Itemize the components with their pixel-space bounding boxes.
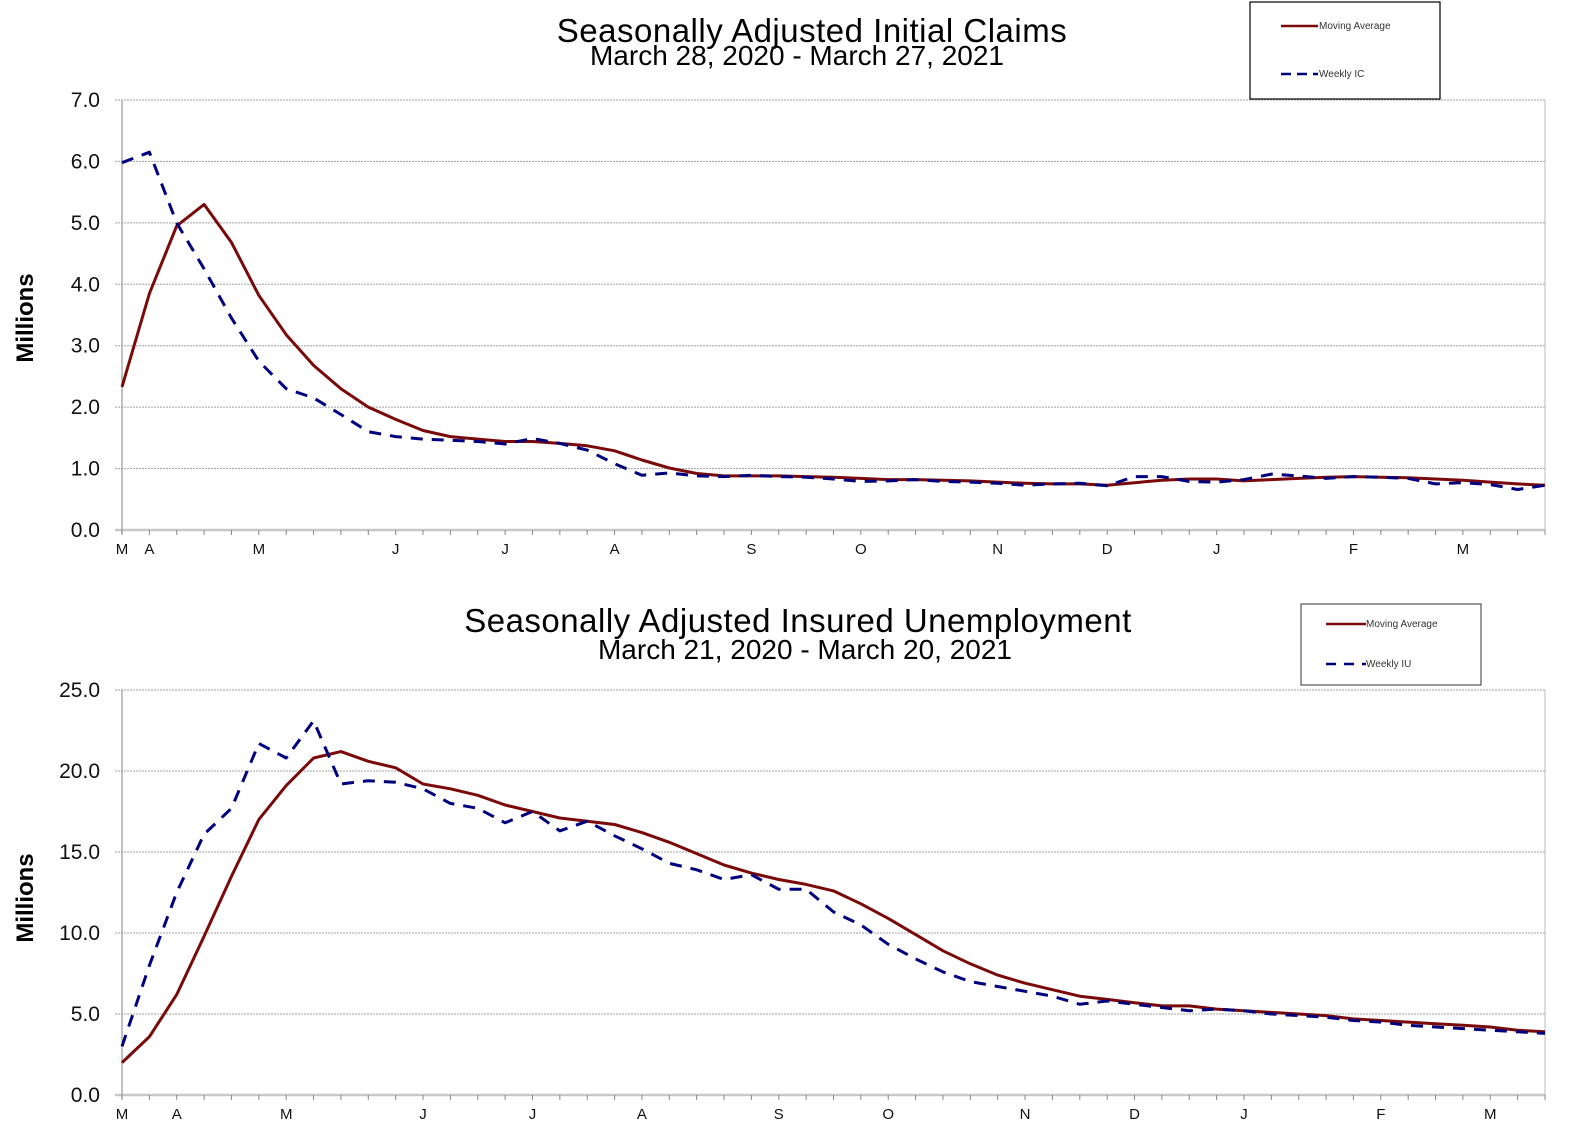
c2-xtick-label: J bbox=[419, 1106, 427, 1123]
c1-xtick-label: A bbox=[610, 541, 620, 558]
c2-ytick-label: 5.0 bbox=[71, 1003, 100, 1026]
initial-claims-chart: Seasonally Adjusted Initial Claims March… bbox=[12, 1, 1546, 558]
chart2-title: Seasonally Adjusted Insured Unemployment bbox=[464, 602, 1132, 639]
c1-xtick-label: J bbox=[501, 541, 509, 558]
c2-ytick-label: 20.0 bbox=[59, 760, 100, 783]
c1-ytick-label: 1.0 bbox=[71, 458, 100, 481]
c2-xtick-label: J bbox=[529, 1106, 537, 1123]
c1-xtick-label: N bbox=[992, 541, 1003, 558]
c1-xtick-label: M bbox=[116, 541, 129, 558]
c1-ytick-label: 5.0 bbox=[71, 212, 100, 235]
c2-xtick-label: A bbox=[637, 1106, 647, 1123]
c1-xtick-label: J bbox=[392, 541, 400, 558]
c1-xtick-label: S bbox=[746, 541, 756, 558]
chart2-legend-ma-label: Moving Average bbox=[1366, 619, 1438, 630]
c1-xtick-label: M bbox=[253, 541, 266, 558]
chart1-legend-weekly-label: Weekly IC bbox=[1319, 69, 1364, 80]
c1-xtick-label: D bbox=[1102, 541, 1113, 558]
c1-xtick-label: O bbox=[855, 541, 867, 558]
c2-xtick-label: J bbox=[1240, 1106, 1248, 1123]
chart1-legend-ma-label: Moving Average bbox=[1319, 21, 1391, 32]
chart1-subtitle: March 28, 2020 - March 27, 2021 bbox=[590, 40, 1004, 71]
c1-xtick-label: F bbox=[1349, 541, 1358, 558]
c2-xtick-label: N bbox=[1020, 1106, 1031, 1123]
c1-xtick-label: A bbox=[144, 541, 154, 558]
c1-xtick-label: J bbox=[1213, 541, 1221, 558]
c2-xtick-label: A bbox=[172, 1106, 182, 1123]
insured-unemployment-chart: Seasonally Adjusted Insured Unemployment… bbox=[12, 602, 1546, 1123]
c2-xtick-label: M bbox=[116, 1106, 129, 1123]
chart2-ylabel: Millions bbox=[12, 853, 39, 942]
c2-xtick-label: S bbox=[774, 1106, 784, 1123]
chart1-title: Seasonally Adjusted Initial Claims bbox=[557, 12, 1067, 49]
c2-ytick-label: 25.0 bbox=[59, 679, 100, 702]
c1-ytick-label: 3.0 bbox=[71, 335, 100, 358]
c1-ytick-label: 4.0 bbox=[71, 273, 100, 296]
chart1-legend-box bbox=[1249, 1, 1441, 100]
c2-weekly-line bbox=[120, 719, 1546, 1047]
chart2-subtitle: March 21, 2020 - March 20, 2021 bbox=[598, 634, 1012, 665]
chart2-legend-box bbox=[1300, 603, 1482, 686]
c2-ytick-label: 0.0 bbox=[71, 1084, 100, 1107]
c1-ytick-label: 0.0 bbox=[71, 519, 100, 542]
c1-ytick-label: 6.0 bbox=[71, 150, 100, 173]
c2-xtick-label: O bbox=[882, 1106, 894, 1123]
c2-moving-average-line bbox=[120, 750, 1546, 1064]
chart2-legend: Moving Average Weekly IU bbox=[1300, 603, 1482, 686]
c2-xtick-label: F bbox=[1376, 1106, 1385, 1123]
chart1-ylabel: Millions bbox=[12, 273, 39, 362]
c1-xtick-label: M bbox=[1457, 541, 1470, 558]
c1-ytick-label: 7.0 bbox=[71, 89, 100, 112]
c2-xtick-label: M bbox=[1484, 1106, 1497, 1123]
c1-weekly-line bbox=[121, 150, 1546, 491]
c2-xtick-label: M bbox=[280, 1106, 293, 1123]
c2-ytick-label: 15.0 bbox=[59, 841, 100, 864]
c1-ytick-label: 2.0 bbox=[71, 396, 100, 419]
c2-xtick-label: D bbox=[1129, 1106, 1140, 1123]
c2-ytick-label: 10.0 bbox=[59, 922, 100, 945]
c1-moving-average-line bbox=[120, 202, 1546, 487]
chart2-legend-weekly-label: Weekly IU bbox=[1366, 659, 1411, 670]
chart1-legend: Moving Average Weekly IC bbox=[1249, 1, 1441, 100]
